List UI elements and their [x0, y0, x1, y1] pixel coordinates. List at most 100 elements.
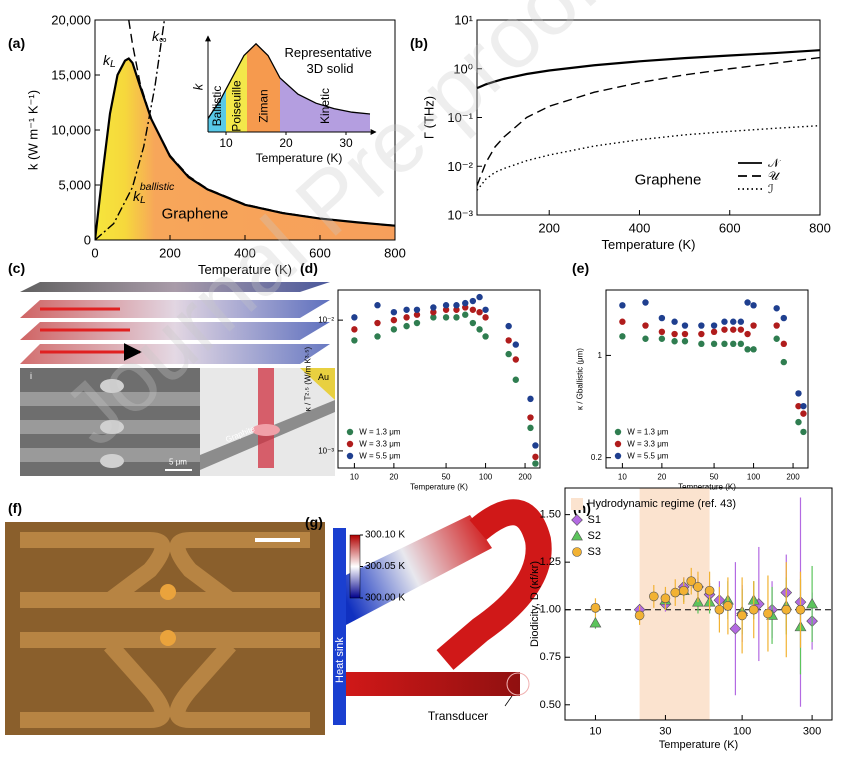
marker: [723, 601, 733, 611]
y-tick-label: 0.50: [540, 699, 561, 711]
legend-swatch: [614, 440, 622, 448]
legend-swatch: [571, 498, 583, 510]
marker: [780, 340, 787, 348]
y-tick-label: 10⁻²: [318, 316, 334, 325]
layer-sheet: [20, 344, 330, 364]
marker: [403, 306, 410, 313]
marker: [678, 585, 689, 596]
series-line: [95, 20, 166, 240]
marker: [505, 337, 512, 344]
x-tick-label: 800: [809, 220, 831, 235]
marker: [462, 299, 469, 307]
marker: [660, 593, 671, 604]
marker: [403, 314, 410, 321]
x-tick-label: 20: [389, 473, 398, 482]
marker: [729, 622, 742, 635]
regime-label: Ziman: [257, 89, 271, 122]
marker: [469, 319, 477, 327]
marker: [693, 582, 703, 592]
marker: [806, 597, 819, 609]
marker: [658, 314, 666, 322]
marker: [430, 304, 437, 311]
series-line: [477, 49, 820, 90]
y-tick-label: 1: [598, 351, 603, 360]
panel-label: (a): [8, 35, 25, 51]
legend-label: W = 3.3 μm: [627, 440, 669, 449]
marker: [390, 326, 398, 333]
y-tick-label: 0: [84, 233, 91, 248]
marker: [795, 390, 802, 397]
marker: [721, 340, 728, 348]
marker: [681, 330, 689, 338]
series-line: [477, 56, 820, 186]
legend-label: 𝒩: [768, 156, 782, 170]
area-fill: [95, 58, 395, 240]
x-axis-title: Temperature (K): [659, 739, 738, 751]
device-trace: [20, 532, 320, 608]
marker: [710, 328, 718, 336]
curve-label: k∞: [152, 28, 167, 46]
marker: [532, 442, 539, 449]
laser-beam: [258, 368, 274, 468]
y-tick-label: 1.50: [540, 509, 561, 521]
marker: [748, 604, 759, 615]
scale-label: 5 μm: [169, 458, 187, 467]
marker: [413, 319, 421, 327]
marker: [442, 302, 450, 309]
marker: [462, 311, 469, 318]
marker: [698, 340, 705, 348]
legend-swatch: [572, 547, 582, 557]
x-axis-title: Temperature (K): [198, 262, 292, 277]
legend-label: Hydrodynamic regime (ref. 43): [588, 498, 737, 510]
x-tick-label: 600: [309, 245, 331, 260]
marker: [721, 318, 728, 325]
marker: [730, 318, 737, 325]
regime-label: Poiseuille: [230, 80, 244, 132]
marker: [589, 617, 602, 628]
heat-arrow: [40, 307, 140, 352]
marker: [642, 335, 649, 342]
marker: [469, 297, 477, 305]
marker: [681, 322, 689, 329]
marker: [442, 314, 450, 321]
x-tick-label: 200: [159, 245, 181, 260]
marker: [374, 302, 381, 309]
marker: [737, 610, 747, 621]
marker: [512, 356, 519, 363]
marker: [781, 604, 792, 615]
marker: [698, 322, 705, 329]
marker: [744, 346, 751, 353]
x-axis-title: Temperature (K): [256, 151, 343, 165]
x-tick-label: 200: [518, 473, 532, 482]
legend-swatch: [346, 440, 354, 448]
marker: [795, 402, 802, 410]
marker: [453, 306, 460, 313]
marker: [773, 335, 780, 342]
x-tick-label: 600: [719, 220, 741, 235]
y-axis-title: Γ (THz): [422, 96, 437, 139]
marker: [800, 428, 807, 436]
marker: [698, 330, 705, 338]
marker: [532, 453, 539, 461]
marker: [532, 460, 539, 467]
marker: [512, 341, 519, 348]
marker: [482, 306, 489, 313]
panel-label: (d): [300, 260, 318, 276]
marker: [795, 604, 806, 615]
y-tick-label: 5,000: [58, 178, 91, 193]
marker: [714, 604, 725, 615]
marker: [773, 305, 780, 312]
legend-label: W = 1.3 μm: [627, 428, 669, 437]
y-tick-label: 15,000: [51, 68, 91, 83]
laser-spot: [252, 424, 280, 436]
layer-sheet: [20, 322, 330, 340]
marker: [619, 318, 626, 325]
legend-label: W = 1.3 μm: [359, 428, 401, 437]
marker: [351, 314, 358, 321]
y-tick-label: 10,000: [51, 123, 91, 138]
marker: [730, 326, 737, 333]
x-axis-title: Temperature (K): [678, 482, 736, 491]
x-tick-label: 400: [234, 245, 256, 260]
plot-frame: [605, 289, 809, 469]
annotation: Representative 3D solid: [284, 45, 375, 76]
